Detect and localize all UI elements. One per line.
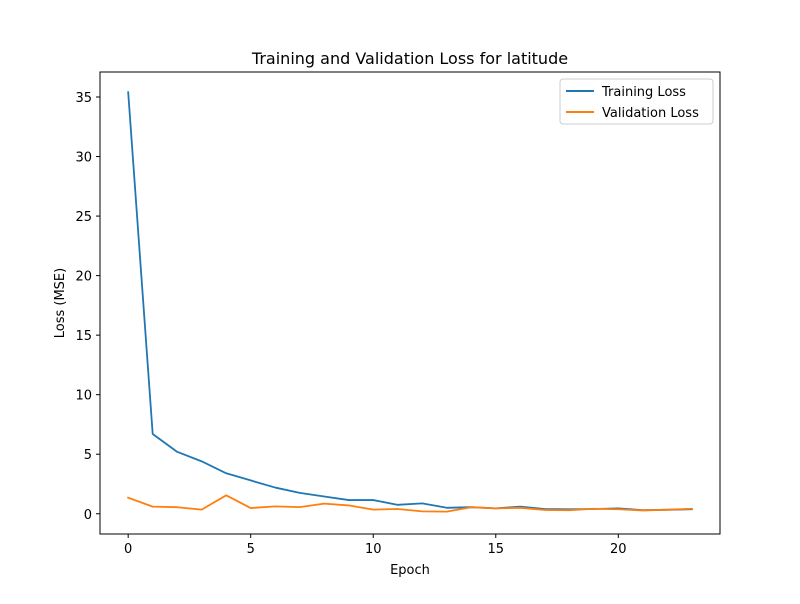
x-axis-label: Epoch <box>390 563 430 578</box>
y-tick-label: 15 <box>75 329 92 344</box>
y-tick-label: 20 <box>75 270 92 285</box>
x-tick-label: 10 <box>365 542 382 557</box>
y-tick-label: 10 <box>75 389 92 404</box>
plot-frame <box>99 71 721 535</box>
x-tick-label: 15 <box>487 542 504 557</box>
x-tick-label: 5 <box>247 542 255 557</box>
series-line-training-loss <box>127 91 693 512</box>
legend-label: Training Loss <box>601 85 686 100</box>
y-tick-label: 30 <box>75 151 92 166</box>
y-tick-label: 5 <box>84 448 92 463</box>
y-axis-label: Loss (MSE) <box>53 268 68 338</box>
y-tick-label: 25 <box>75 210 92 225</box>
y-tick-label: 0 <box>84 508 92 523</box>
legend: Training Loss Validation Loss <box>559 78 714 125</box>
series-line-validation-loss <box>127 494 693 513</box>
y-tick-label: 35 <box>75 91 92 106</box>
chart-title: Training and Validation Loss for latitud… <box>251 49 568 68</box>
legend-box <box>559 78 714 125</box>
x-tick-label: 20 <box>610 542 627 557</box>
x-tick-label: 0 <box>124 542 132 557</box>
plot-area <box>127 91 693 513</box>
legend-label: Validation Loss <box>602 106 699 121</box>
